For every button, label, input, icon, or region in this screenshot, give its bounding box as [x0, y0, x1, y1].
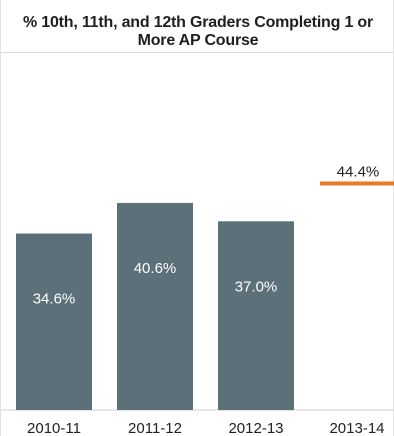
x-tick-label-2013-14: 2013-14: [329, 420, 384, 436]
x-tick-label-2011-12: 2011-12: [128, 420, 182, 436]
data-label-2012-13: 37.0%: [235, 278, 278, 295]
bar-2011-12: [117, 202, 193, 410]
bar-2012-13: [218, 221, 294, 410]
data-label-2013-14: 44.4%: [337, 164, 380, 181]
chart-title: % 10th, 11th, and 12th Graders Completin…: [23, 14, 373, 49]
x-tick-label-2012-13: 2012-13: [228, 420, 283, 436]
data-label-2011-12: 40.6%: [134, 260, 177, 277]
x-tick-label-2010-11: 2010-11: [27, 420, 81, 436]
data-label-2010-11: 34.6%: [33, 291, 76, 308]
bar-2010-11: [16, 233, 92, 410]
title-divider: [1, 52, 394, 53]
